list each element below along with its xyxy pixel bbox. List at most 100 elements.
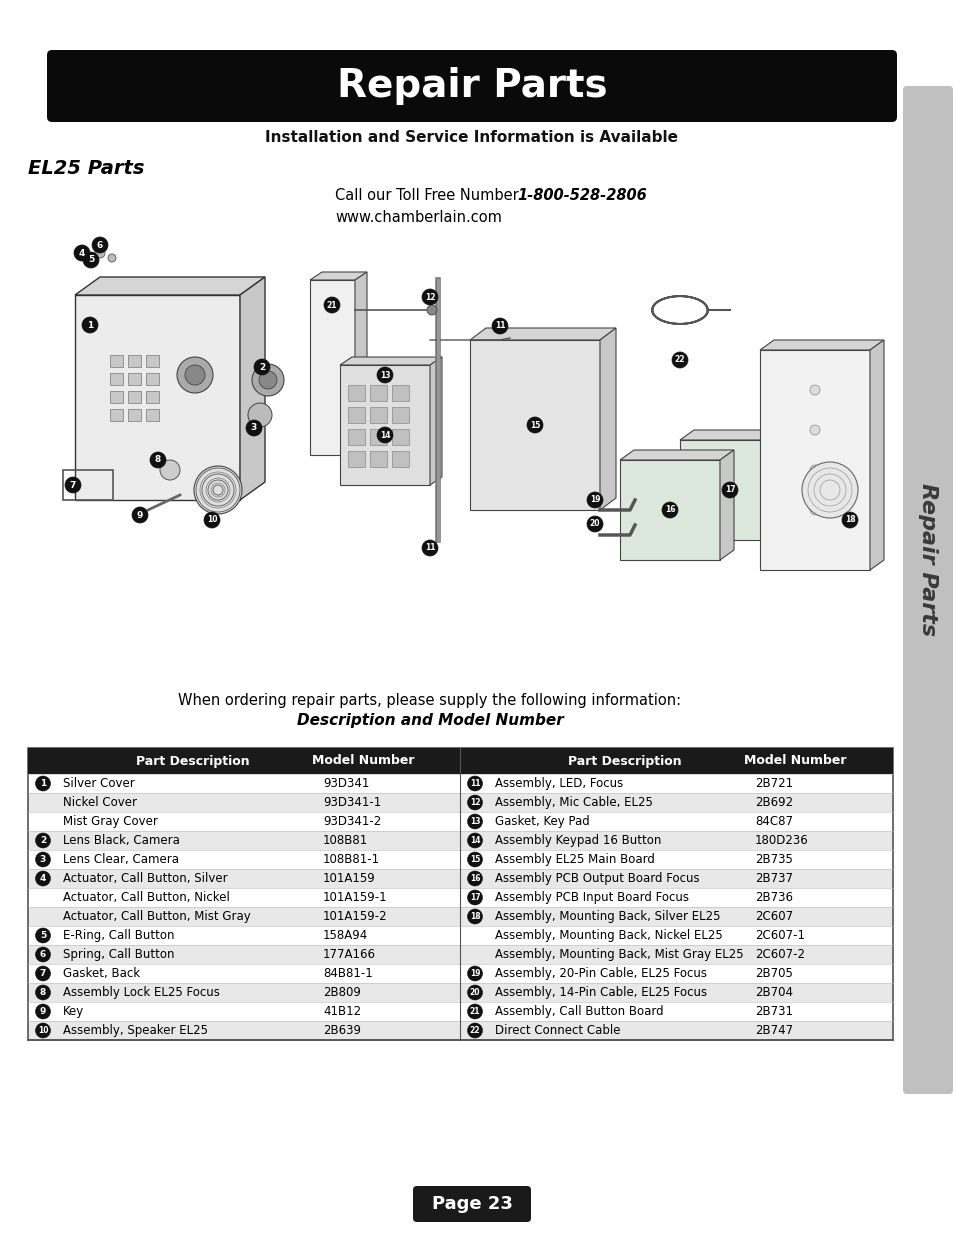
Circle shape [586, 492, 602, 508]
Polygon shape [75, 277, 265, 295]
Text: 108B81-1: 108B81-1 [323, 853, 379, 866]
Text: 2B809: 2B809 [323, 986, 360, 999]
Text: 12: 12 [424, 293, 435, 301]
Text: 8: 8 [40, 988, 46, 997]
Text: Lens Clear, Camera: Lens Clear, Camera [63, 853, 179, 866]
Text: Actuator, Call Button, Nickel: Actuator, Call Button, Nickel [63, 890, 230, 904]
Text: Assembly, 14-Pin Cable, EL25 Focus: Assembly, 14-Pin Cable, EL25 Focus [495, 986, 706, 999]
Bar [28, 748, 892, 774]
Text: Assembly Keypad 16 Button: Assembly Keypad 16 Button [495, 834, 660, 847]
Text: 16: 16 [664, 505, 675, 515]
FancyBboxPatch shape [902, 86, 952, 1094]
Text: Installation and Service Information is Available: Installation and Service Information is … [265, 131, 678, 146]
Polygon shape [470, 329, 616, 340]
Text: 22: 22 [469, 1026, 479, 1035]
Text: Mist Gray Cover: Mist Gray Cover [63, 815, 157, 827]
Bar [28, 748, 892, 1040]
Text: Silver Cover: Silver Cover [63, 777, 134, 790]
Polygon shape [720, 450, 733, 559]
Text: 15: 15 [529, 420, 539, 430]
Circle shape [467, 1004, 482, 1019]
Text: 6: 6 [40, 950, 46, 960]
Polygon shape [339, 357, 441, 366]
Circle shape [324, 296, 339, 312]
Text: 3: 3 [40, 855, 46, 864]
Circle shape [258, 370, 276, 389]
Polygon shape [760, 340, 883, 350]
Text: Assembly, Mounting Back, Nickel EL25: Assembly, Mounting Back, Nickel EL25 [495, 929, 722, 942]
Polygon shape [310, 280, 355, 454]
Text: 5: 5 [40, 931, 46, 940]
Text: 2B721: 2B721 [754, 777, 792, 790]
Text: 21: 21 [469, 1007, 479, 1016]
Text: 17: 17 [469, 893, 479, 902]
Text: 93D341-2: 93D341-2 [323, 815, 381, 827]
Circle shape [467, 890, 482, 905]
Bar [28, 831, 892, 850]
Text: Gasket, Back: Gasket, Back [63, 967, 140, 981]
Bar [28, 945, 892, 965]
Bar [28, 793, 892, 811]
Circle shape [661, 501, 678, 517]
Bar [370, 429, 387, 445]
Text: Assembly Lock EL25 Focus: Assembly Lock EL25 Focus [63, 986, 219, 999]
Circle shape [809, 385, 820, 395]
Text: Actuator, Call Button, Silver: Actuator, Call Button, Silver [63, 872, 228, 885]
Bar [128, 409, 141, 421]
Circle shape [95, 248, 105, 258]
Circle shape [809, 425, 820, 435]
Circle shape [35, 776, 51, 790]
Text: Assembly PCB Input Board Focus: Assembly PCB Input Board Focus [495, 890, 688, 904]
Bar [348, 385, 365, 401]
Text: 2B747: 2B747 [754, 1024, 792, 1037]
Bar [128, 373, 141, 385]
Polygon shape [599, 329, 616, 510]
Text: 1: 1 [87, 321, 93, 330]
Text: 2: 2 [258, 363, 265, 372]
Circle shape [35, 986, 51, 1000]
Text: 19: 19 [589, 495, 599, 505]
Circle shape [65, 477, 81, 493]
Text: 158A94: 158A94 [323, 929, 368, 942]
Text: Assembly, Mounting Back, Mist Gray EL25: Assembly, Mounting Back, Mist Gray EL25 [495, 948, 742, 961]
Text: 11: 11 [495, 321, 505, 331]
Text: 15: 15 [469, 855, 479, 864]
Text: 180D236: 180D236 [754, 834, 808, 847]
Bar [28, 906, 892, 926]
Circle shape [35, 852, 51, 867]
Bar [392, 408, 409, 424]
Circle shape [671, 352, 687, 368]
Text: 8: 8 [154, 456, 161, 464]
Bar [348, 429, 365, 445]
Text: 2B737: 2B737 [754, 872, 792, 885]
Polygon shape [679, 440, 780, 540]
Circle shape [841, 513, 857, 529]
Circle shape [721, 482, 738, 498]
Bar [370, 451, 387, 467]
Bar [146, 409, 159, 421]
Circle shape [467, 986, 482, 1000]
Circle shape [252, 364, 284, 396]
Text: 93D341: 93D341 [323, 777, 369, 790]
Circle shape [376, 427, 393, 443]
Text: 20: 20 [589, 520, 599, 529]
Circle shape [492, 317, 507, 333]
Circle shape [467, 909, 482, 924]
Circle shape [809, 466, 820, 475]
Bar [110, 354, 123, 367]
Circle shape [83, 252, 99, 268]
Bar [392, 429, 409, 445]
Text: When ordering repair parts, please supply the following information:: When ordering repair parts, please suppl… [178, 693, 680, 708]
Text: 2B639: 2B639 [323, 1024, 360, 1037]
Text: 101A159: 101A159 [323, 872, 375, 885]
Circle shape [467, 1023, 482, 1037]
Circle shape [35, 927, 51, 944]
Text: Description and Model Number: Description and Model Number [296, 713, 563, 727]
Text: 11: 11 [424, 543, 435, 552]
Text: 11: 11 [469, 779, 479, 788]
Bar [370, 385, 387, 401]
Bar [110, 409, 123, 421]
Text: Assembly, Mounting Back, Silver EL25: Assembly, Mounting Back, Silver EL25 [495, 910, 720, 923]
Text: 2B692: 2B692 [754, 797, 792, 809]
Circle shape [246, 420, 262, 436]
